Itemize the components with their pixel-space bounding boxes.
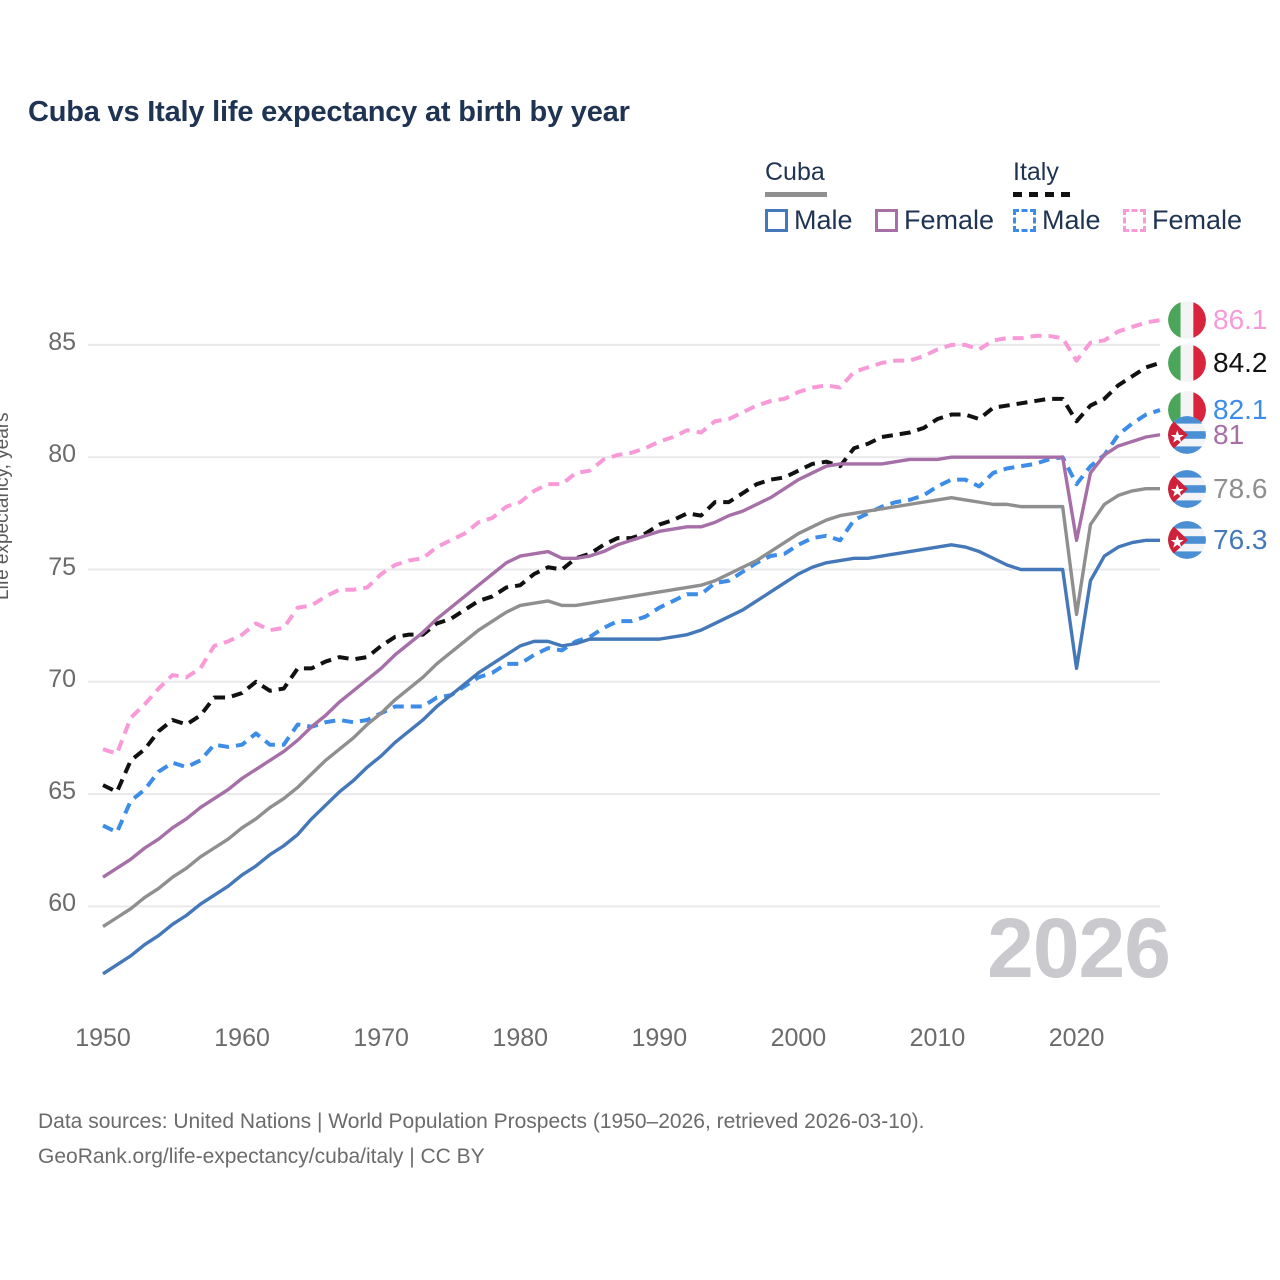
legend-label-cuba-male: Male [794, 205, 853, 235]
legend-label-italy-female: Female [1151, 205, 1243, 235]
page-title: Cuba vs Italy life expectancy at birth b… [28, 96, 630, 128]
series-line [102, 360, 1161, 794]
y-tick-label: 75 [48, 552, 76, 581]
legend-item-italy-male[interactable]: Male [1013, 205, 1101, 236]
endpoint-value: 82.1 [1213, 394, 1268, 426]
legend-item-cuba-female[interactable]: Female [874, 205, 995, 236]
watermark-year: 2026 [987, 901, 1171, 995]
endpoint-italy-1: 84.2 [1168, 343, 1268, 382]
x-tick-label: 1960 [214, 1024, 270, 1052]
series-line [102, 408, 1161, 835]
legend-group-italy: Italy Male Female [1013, 158, 1242, 237]
endpoint-value: 76.3 [1213, 524, 1268, 556]
x-tick-label: 1970 [353, 1024, 409, 1052]
y-tick-label: 85 [48, 327, 76, 356]
endpoint-value: 86.1 [1213, 304, 1268, 336]
y-tick-label: 65 [48, 777, 76, 806]
legend-swatch-cuba-male [765, 209, 788, 232]
endpoint-cuba-5: 76.3 [1168, 521, 1268, 560]
legend-swatch-cuba-female [874, 209, 898, 232]
series-line [102, 486, 1160, 929]
endpoint-value: 78.6 [1213, 472, 1268, 504]
legend-group-cuba: Cuba Male Female [765, 158, 994, 237]
endpoint-cuba-3: 81 [1168, 415, 1245, 454]
legend-country-italy: Italy [1013, 158, 1059, 186]
legend-item-cuba-male[interactable]: Male [765, 205, 853, 236]
endpoint-cuba-4: 78.6 [1168, 469, 1268, 508]
legend-label-italy-male: Male [1042, 205, 1101, 235]
endpoint-italy-0: 86.1 [1168, 301, 1268, 340]
legend-label-cuba-female: Female [903, 205, 995, 235]
x-tick-label: 2020 [1048, 1024, 1105, 1052]
x-tick-label: 2000 [770, 1024, 827, 1052]
series-line [102, 538, 1160, 976]
x-tick-label: 2010 [909, 1024, 966, 1052]
footer: Data sources: United Nations | World Pop… [38, 1105, 1238, 1174]
x-tick-label: 1950 [75, 1024, 131, 1052]
x-tick-label: 1980 [492, 1024, 549, 1052]
legend-rule-italy [1013, 192, 1075, 197]
endpoint-value: 84.2 [1213, 346, 1268, 378]
cuba-flag-icon [1168, 469, 1206, 508]
endpoint-value: 81 [1213, 418, 1245, 450]
italy-flag-icon [1168, 301, 1206, 340]
y-tick-label: 80 [48, 440, 76, 469]
legend-swatch-italy-male [1013, 209, 1036, 232]
legend-item-italy-female[interactable]: Female [1122, 205, 1243, 236]
cuba-flag-icon [1168, 415, 1206, 454]
x-tick-label: 1990 [631, 1024, 688, 1052]
series-line [102, 318, 1161, 756]
series-line [102, 433, 1161, 879]
legend-swatch-italy-female [1122, 209, 1146, 232]
chart-legend: Cuba Male Female Italy Male Female [0, 158, 1280, 238]
legend-country-cuba: Cuba [765, 158, 825, 186]
italy-flag-icon [1168, 343, 1206, 382]
cuba-flag-icon [1168, 521, 1206, 560]
y-tick-label: 70 [48, 664, 76, 693]
y-tick-label: 60 [48, 889, 76, 918]
footer-attribution: GeoRank.org/life-expectancy/cuba/italy |… [38, 1144, 485, 1168]
footer-data-sources: Data sources: United Nations | World Pop… [38, 1110, 925, 1133]
legend-rule-cuba [765, 192, 827, 197]
